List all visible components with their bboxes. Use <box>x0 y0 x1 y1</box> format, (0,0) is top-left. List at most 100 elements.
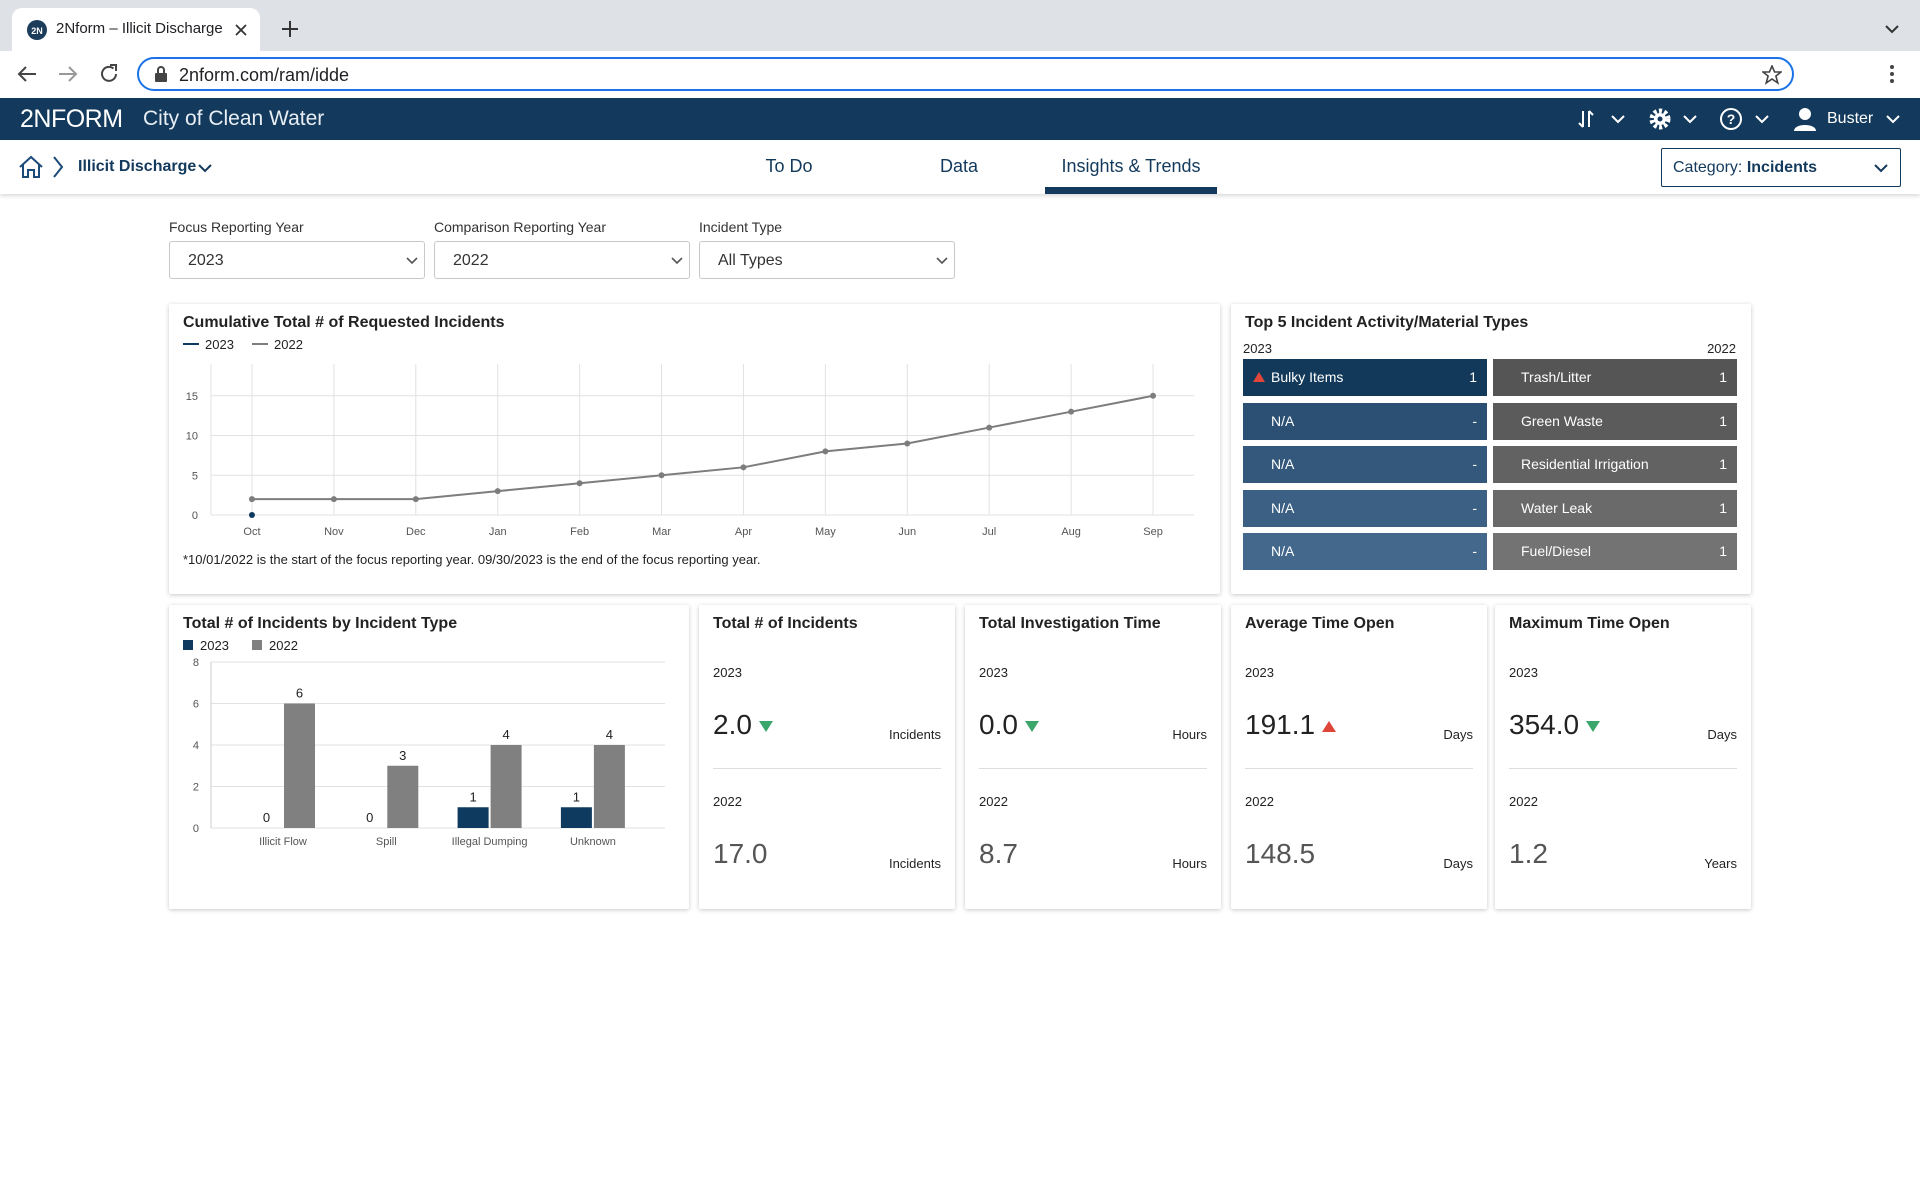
y-tick-label: 0 <box>193 823 199 835</box>
arrow <box>758 721 773 733</box>
x-tick-label: Spill <box>376 836 397 848</box>
card-title: Average Time Open <box>1245 615 1395 632</box>
category-select[interactable]: Category: Incidents <box>1661 148 1901 187</box>
line-point <box>658 472 665 479</box>
filter-select[interactable]: All Types <box>699 241 955 279</box>
kpi-focus-value: 2.0 <box>713 709 752 740</box>
line-point <box>822 448 829 455</box>
arrow <box>1253 372 1265 382</box>
legend-swatch <box>183 640 193 650</box>
kpi-year: 2022 <box>713 794 742 809</box>
breadcrumb[interactable]: Illicit Discharge <box>78 158 197 175</box>
logo[interactable]: 2NFORM <box>20 105 123 133</box>
filter-select[interactable]: 2023 <box>169 241 425 279</box>
bar <box>490 745 522 828</box>
bookmark-star[interactable] <box>1762 65 1782 85</box>
type-name: Fuel/Diesel <box>1521 543 1592 559</box>
home-icon[interactable] <box>18 155 44 179</box>
filter-label: Incident Type <box>699 219 783 235</box>
line-point <box>330 496 337 503</box>
arrow <box>1322 721 1337 733</box>
user-menu-chevron[interactable] <box>1886 114 1900 124</box>
nav-tab[interactable]: Data <box>939 156 979 176</box>
chart: 2023 2022 Oct Nov Dec Jan Feb Mar Apr May Jun Jul Au… <box>183 337 1194 538</box>
browser-tab[interactable]: 2N 2Nform – Illicit Discharge <box>12 8 260 51</box>
type-row: Water Leak 1 <box>1493 489 1737 527</box>
reload-button[interactable] <box>98 63 120 85</box>
breadcrumb-chevron[interactable] <box>198 163 212 173</box>
filter-select[interactable]: 2022 <box>434 241 690 279</box>
x-tick-label: Dec <box>406 526 426 538</box>
tab-close[interactable] <box>234 23 248 37</box>
kpi-comparison-value: 17.0 <box>713 838 768 869</box>
bar-chart-card: Total # of Incidents by Incident Type 202… <box>169 605 689 909</box>
card-title: Cumulative Total # of Requested Incident… <box>183 314 505 331</box>
category-label: Category: <box>1673 159 1743 176</box>
kpi-focus-value: 0.0 <box>979 709 1018 740</box>
legend-label: 2022 <box>269 638 298 653</box>
x-tick-label: Jan <box>489 526 507 538</box>
card-title: Maximum Time Open <box>1509 615 1670 632</box>
x-tick-label: Oct <box>243 526 260 538</box>
legend-label: 2023 <box>205 337 234 352</box>
y-tick-label: 2 <box>193 782 199 794</box>
type-name: N/A <box>1271 456 1295 472</box>
tab-strip: 2N 2Nform – Illicit Discharge <box>0 0 1920 51</box>
bar-value-label: 1 <box>573 789 580 804</box>
x-tick-label: Unknown <box>570 836 616 848</box>
help-menu[interactable]: ? <box>1719 107 1779 131</box>
kpi-unit: Hours <box>1172 856 1207 871</box>
arrow <box>1586 721 1601 733</box>
kpi-value: 2.0 <box>713 709 773 741</box>
type-name: Residential Irrigation <box>1521 456 1649 472</box>
browser-menu[interactable] <box>1886 63 1898 85</box>
filter-label: Comparison Reporting Year <box>434 219 606 235</box>
kpi-year: 2022 <box>979 794 1008 809</box>
divider <box>713 768 941 769</box>
settings-menu[interactable] <box>1648 107 1708 131</box>
user-name[interactable]: Buster <box>1827 110 1874 127</box>
trend-arrow <box>1253 372 1265 382</box>
kpi-value: 0.0 <box>979 709 1039 741</box>
kpi-unit: Days <box>1443 856 1473 871</box>
x-tick-label: Aug <box>1061 526 1081 538</box>
filter-value: 2022 <box>453 252 489 269</box>
type-row: Bulky Items 1 <box>1243 359 1487 396</box>
new-tab[interactable] <box>281 20 299 38</box>
line-point <box>1068 408 1075 415</box>
type-count: - <box>1472 412 1477 429</box>
type-count: - <box>1472 456 1477 472</box>
year-label: 2023 <box>1243 341 1272 356</box>
nav-tab[interactable]: To Do <box>765 156 813 176</box>
nav-tab[interactable]: Insights & Trends <box>1061 156 1201 176</box>
tab-title: 2Nform – Illicit Discharge <box>56 20 223 37</box>
chevron <box>406 257 418 265</box>
sort-menu[interactable] <box>1578 108 1638 130</box>
favicon: 2N <box>27 20 47 40</box>
chevron <box>671 257 683 265</box>
type-row: N/A - <box>1243 489 1487 527</box>
tab-menu[interactable] <box>1884 24 1900 34</box>
svg-text:?: ? <box>1727 111 1736 127</box>
filter-chevron <box>671 257 683 265</box>
x-tick-label: Nov <box>324 526 344 538</box>
filter-chevron <box>406 257 418 265</box>
forward-button[interactable] <box>57 64 79 84</box>
address-bar[interactable]: 2nform.com/ram/idde <box>137 57 1794 91</box>
bar <box>387 765 419 828</box>
filter-chevron <box>936 257 948 265</box>
kpi-comparison-value: 8.7 <box>979 838 1018 869</box>
organization-name: City of Clean Water <box>143 107 325 130</box>
legend-swatch <box>252 640 262 650</box>
breadcrumb-separator <box>53 156 64 178</box>
kpi-value: 191.1 <box>1245 709 1337 741</box>
line-point <box>248 512 255 518</box>
kpi-value: 354.0 <box>1509 709 1601 741</box>
bar-value-label: 1 <box>469 789 476 804</box>
x-tick-label: Jun <box>898 526 916 538</box>
nav-bar: Illicit Discharge Category: Incidents To… <box>0 140 1920 194</box>
x-tick-label: Sep <box>1143 526 1163 538</box>
user-icon[interactable] <box>1792 106 1818 132</box>
back-button[interactable] <box>16 64 38 84</box>
